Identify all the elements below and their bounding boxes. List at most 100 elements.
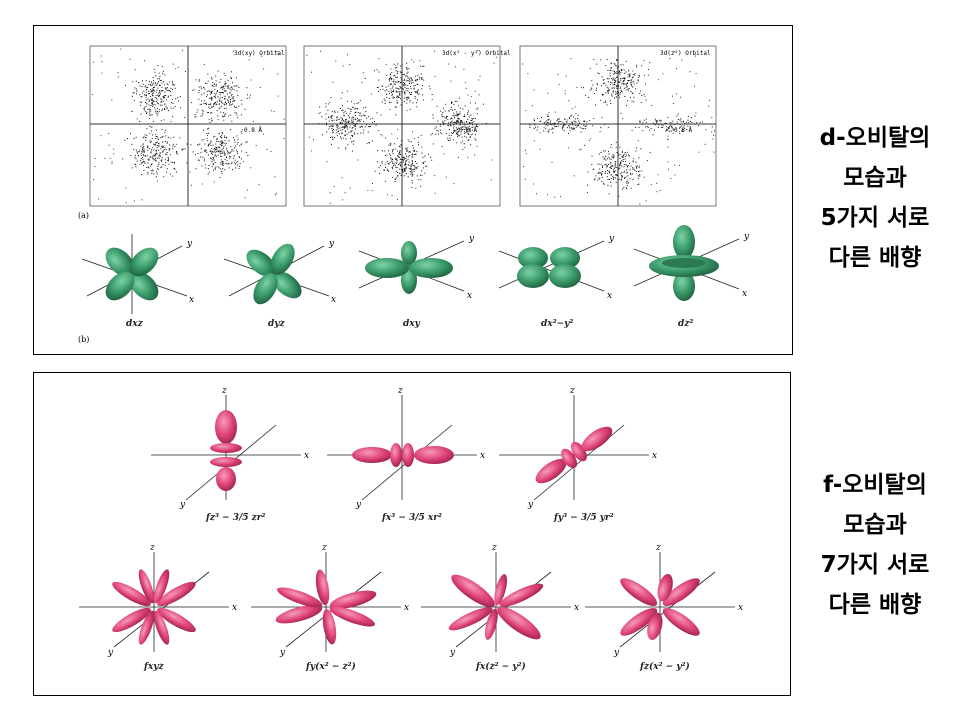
- scatter-dot: [225, 82, 227, 84]
- scatter-dot: [625, 161, 627, 163]
- scatter-dot: [645, 200, 647, 202]
- orbital-dyz: y x dyz: [223, 239, 336, 329]
- scatter-dot: [478, 79, 480, 81]
- scatter-dot: [210, 97, 212, 99]
- scatter-dot: [453, 139, 455, 141]
- scatter-dot: [397, 163, 399, 165]
- scatter-dot: [711, 117, 713, 118]
- scatter-dot: [224, 139, 226, 141]
- scatter-dot: [621, 175, 622, 177]
- scatter-dot: [133, 99, 135, 101]
- scatter-dot: [578, 124, 579, 126]
- scatter-dot: [157, 94, 159, 96]
- scatter-dot: [548, 112, 550, 114]
- scatter-dot: [602, 165, 604, 167]
- scatter-dot: [399, 91, 401, 93]
- scatter-dot: [601, 94, 603, 95]
- scatter-dot: [580, 148, 582, 150]
- scatter-dot: [461, 120, 462, 122]
- scatter-dot: [546, 120, 548, 122]
- scatter-dot: [214, 149, 216, 151]
- scatter-dot: [161, 82, 163, 84]
- scatter-dot: [441, 115, 443, 117]
- scatter-dot: [407, 164, 409, 166]
- scatter-dot: [163, 119, 165, 121]
- scatter-dot: [462, 108, 464, 110]
- scatter-dot: [240, 99, 242, 101]
- scatter-dot: [325, 113, 327, 115]
- scatter-dot: [331, 116, 332, 118]
- scatter-dot: [157, 81, 159, 83]
- scatter-dot: [219, 92, 221, 94]
- scatter-dot: [354, 125, 356, 127]
- scatter-dot: [546, 122, 548, 124]
- scatter-dot: [608, 89, 609, 91]
- scatter-dot: [421, 85, 423, 87]
- scatter-dot: [345, 138, 347, 140]
- scatter-dot: [345, 118, 347, 120]
- scatter-dot: [229, 88, 231, 90]
- scatter-dot: [618, 168, 620, 170]
- scatter-dot: [149, 109, 151, 110]
- scatter-dot: [247, 94, 248, 96]
- scatter-dot: [416, 175, 418, 177]
- scatter-dot: [142, 149, 144, 150]
- scatter-dot: [476, 108, 478, 110]
- scatter-dot: [402, 171, 404, 173]
- scatter-dot: [162, 73, 164, 75]
- scatter-dot: [667, 146, 669, 148]
- scatter-dot: [142, 150, 144, 152]
- scatter-dot: [211, 148, 213, 150]
- scatter-dot: [472, 133, 473, 135]
- scatter-dot: [413, 168, 415, 170]
- scatter-dot: [407, 71, 409, 73]
- scatter-dot: [664, 123, 666, 124]
- scatter-dot: [411, 155, 413, 157]
- scatter-dot: [388, 78, 390, 79]
- scatter-dot: [365, 124, 367, 126]
- scatter-dot: [218, 99, 220, 101]
- scatter-dot: [275, 192, 277, 194]
- scatter-dot: [238, 156, 240, 158]
- scatter-dot: [637, 79, 639, 81]
- scatter-dot: [466, 123, 468, 125]
- scatter-dot: [227, 153, 229, 155]
- scatter-dot: [220, 142, 222, 144]
- scatter-dot: [135, 80, 137, 82]
- scatter-dot: [216, 138, 218, 140]
- scatter-dot: [248, 59, 250, 61]
- scatter-dot: [610, 81, 612, 83]
- scatter-dot: [463, 143, 465, 145]
- scatter-dot: [624, 77, 626, 79]
- scatter-dot: [411, 92, 412, 94]
- scatter-dot: [627, 74, 629, 76]
- scatter-dot: [208, 119, 210, 120]
- scatter-dot: [152, 100, 154, 102]
- scatter-dot: [333, 186, 335, 188]
- scatter-dot: [158, 95, 159, 97]
- scatter-dot: [616, 76, 618, 78]
- scatter-dot: [211, 153, 213, 154]
- scatter-dot: [140, 154, 142, 156]
- scatter-dot: [151, 83, 153, 85]
- scatter-dot: [145, 97, 147, 99]
- scatter-dot: [136, 151, 138, 153]
- scatter-dot: [412, 161, 413, 163]
- scatter-dot: [623, 172, 625, 174]
- scatter-dot: [349, 126, 351, 128]
- scatter-dot: [94, 166, 96, 167]
- scatter-dot: [661, 124, 663, 126]
- scatter-dot: [233, 162, 235, 164]
- scatter-dot: [384, 100, 386, 102]
- scatter-dot: [350, 101, 352, 103]
- scatter-dot: [606, 86, 608, 88]
- scatter-dot: [234, 112, 236, 114]
- scatter-dot: [622, 150, 623, 152]
- scatter-dot: [228, 152, 230, 154]
- scatter-dot: [617, 85, 618, 87]
- scatter-dot: [479, 75, 481, 77]
- scatter-dot: [432, 143, 434, 145]
- scatter-dot: [156, 153, 158, 155]
- scatter-dot: [100, 55, 102, 57]
- scatter-dot: [203, 92, 205, 94]
